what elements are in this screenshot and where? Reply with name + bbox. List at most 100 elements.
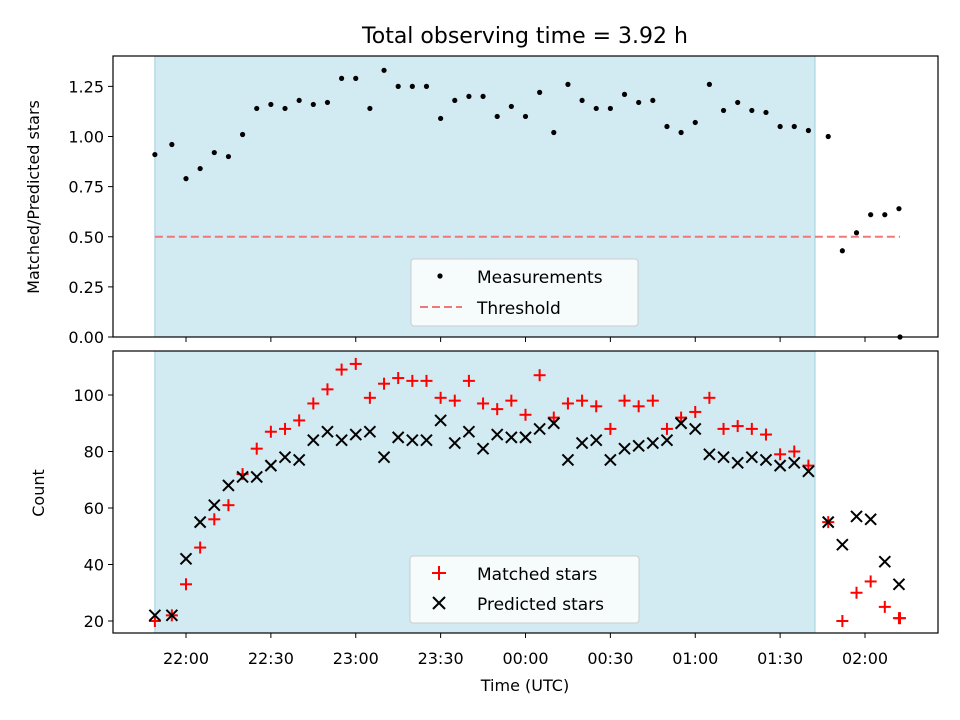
measurement-point [853,230,860,236]
x-tick-label: 23:00 [333,649,379,668]
predicted-star-point [193,515,207,529]
measurement-point [678,129,684,136]
measurement-point [239,131,246,138]
measurement-point [466,93,472,99]
matched-star-point [836,615,849,627]
matched-star-point [194,541,207,554]
predicted-star-point [773,459,787,472]
predicted-star-point [505,431,518,444]
measurement-point [636,99,642,106]
matched-star-point [477,397,490,410]
matched-star-point [878,600,891,613]
measurement-point [339,75,345,81]
measurement-point [353,75,359,81]
matched-star-point [745,422,758,435]
bottom-y-axis-label: Count [29,469,48,517]
predicted-star-point [850,510,863,523]
predicted-star-point [278,450,292,464]
matched-star-point [632,400,645,413]
predicted-stars-legend-marker [432,596,446,610]
measurement-point [777,123,783,130]
matched-star-point [148,615,161,627]
ratio-panel: Total observing time = 3.92 h 0.000.250.… [24,24,939,347]
matched-star-point [547,411,560,424]
predicted-star-point [717,450,730,464]
top-y-tick-label: 0.50 [68,228,104,247]
matched-star-point [519,408,532,421]
measurement-point [763,109,769,116]
top-y-tick-label: 0.75 [68,178,104,197]
measurement-point [664,123,670,130]
measurement-point [225,153,232,160]
measurement-point [791,123,797,130]
predicted-star-point [618,442,631,455]
predicted-star-point [391,431,405,444]
predicted-star-point [519,431,532,444]
matched-star-point [349,357,362,370]
measurement-point [508,103,514,110]
measurement-point [882,212,888,218]
predicted-star-point [646,436,660,450]
measurement-point [452,97,458,104]
matched-star-point [378,377,391,390]
measurement-point [282,105,288,112]
matched-star-point [759,428,772,441]
matched-star-point [561,397,574,410]
bottom-y-tick-label: 80 [84,443,104,462]
measurement-point [480,93,486,99]
measurement-point [621,91,628,97]
matched-star-point [774,448,787,461]
measurement-point [268,101,274,108]
predicted-star-point [533,422,546,436]
matched-star-point [250,442,263,455]
measurement-point [593,105,599,112]
measurement-point [551,129,557,136]
top-y-tick-label: 1.00 [68,128,104,147]
measurements-legend-marker [437,273,443,279]
matched-star-point [689,405,702,418]
predicted-star-point [406,433,419,447]
predicted-star-point [222,479,235,492]
measurement-point [367,105,373,112]
matched-star-point [618,394,631,407]
measurement-point [537,89,543,95]
measurement-point [494,113,500,120]
predicted-star-point [208,498,221,512]
predicted-star-point [674,417,688,430]
matched-star-point [646,394,659,407]
measurement-point [254,105,260,112]
bottom-legend-box [409,555,640,624]
predicted-star-point [604,453,617,467]
top-y-axis-label: Matched/Predicted stars [24,100,43,294]
measurement-point [183,176,189,182]
bottom-y-tick-label: 60 [84,499,104,518]
matched-star-point [894,612,906,625]
matched-star-point [590,400,603,413]
predicted-star-point [448,436,461,450]
predicted-star-point [179,552,193,566]
measurement-point [296,97,302,104]
predicted-star-point [335,433,348,447]
predicted-star-point [561,453,575,467]
predicted-star-point [148,609,162,622]
predicted-star-point [420,433,433,447]
predicted-star-point [892,578,906,591]
predicted-star-point [377,450,391,464]
predicted-star-point [864,513,877,526]
matched-star-point [576,394,589,407]
predicted-star-point [321,425,334,438]
matched-star-point [788,445,801,458]
matched-star-point [675,411,688,424]
bottom-y-tick-label: 100 [73,386,104,405]
x-tick-label: 23:30 [418,649,464,668]
predicted-star-point [802,465,815,478]
matched-star-point [660,422,673,435]
measurement-point [749,107,755,114]
matched-star-point [180,578,192,591]
measurement-point [438,115,444,122]
measurement-point [310,101,316,108]
chart-title: Total observing time = 3.92 h [361,24,688,49]
predicted-star-point [689,422,702,436]
predicted-star-point [575,436,589,450]
